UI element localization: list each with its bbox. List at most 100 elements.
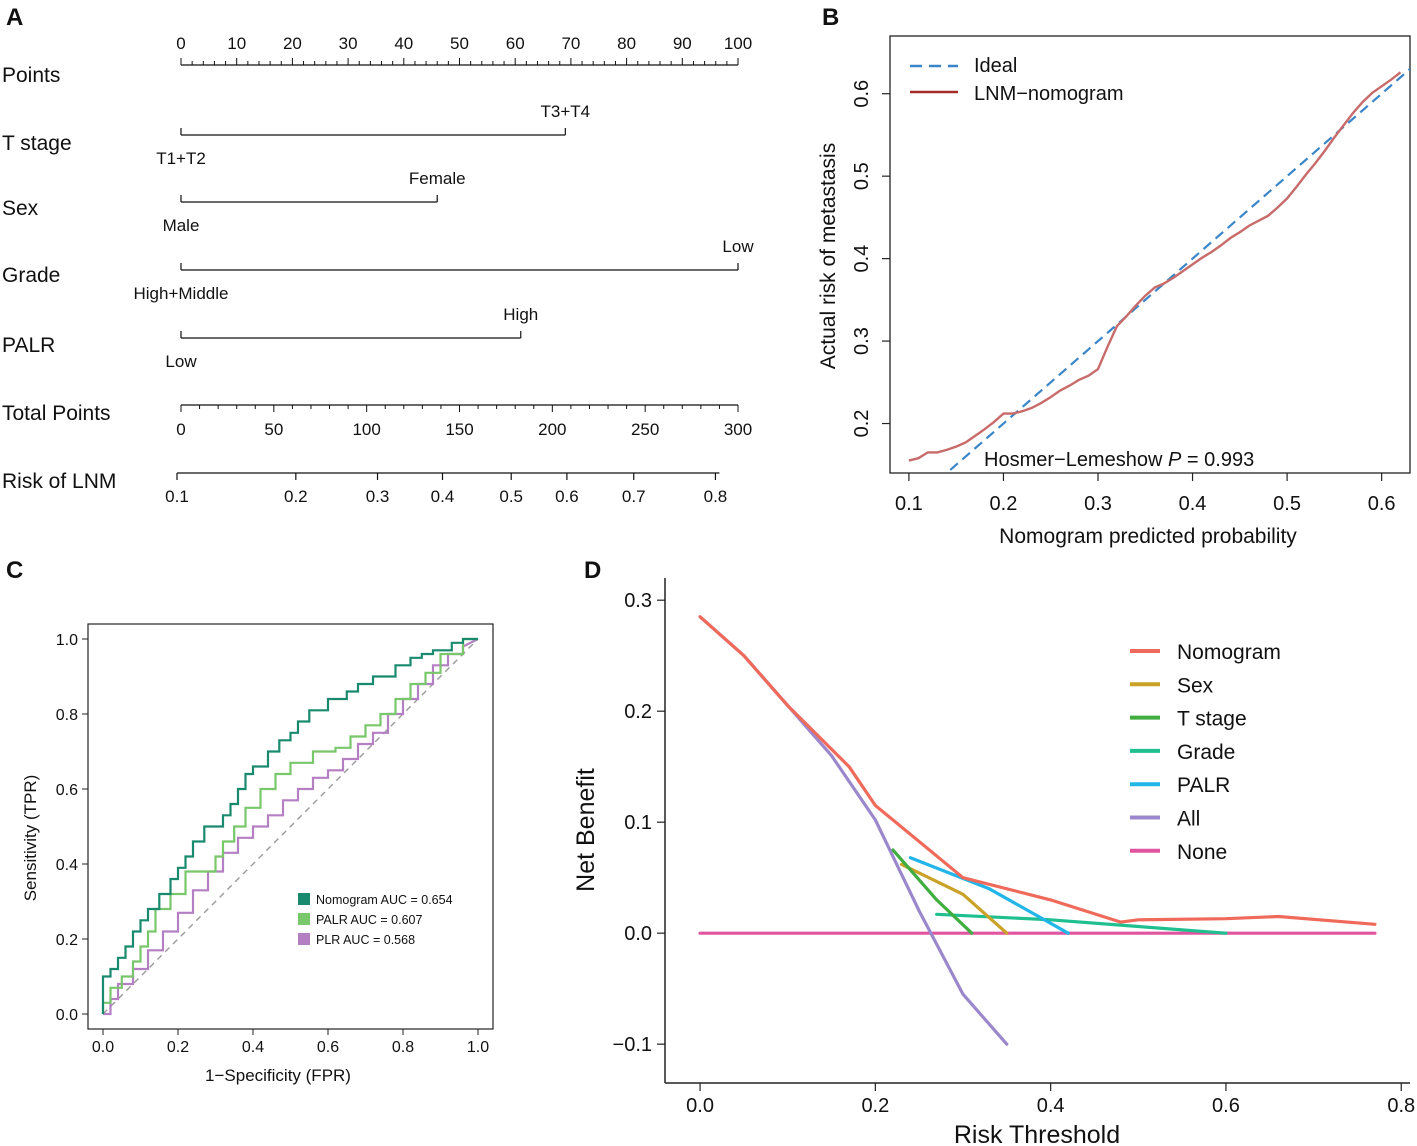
dca-legend-label-all: All — [1177, 808, 1200, 831]
total-points-axis: 0 50 100 150 200 250 300 — [176, 404, 752, 439]
roc-axes: 0.0 0.2 0.4 0.6 0.8 1.0 0.0 0.2 0.4 0.6 0.8 1.0 — [56, 632, 489, 1056]
calibration-panel: 0.1 0.2 0.3 0.4 0.5 0.6 0.2 0.3 0.4 0.5 0.6 Ideal … — [817, 35, 1411, 548]
panel-label-c: C — [6, 557, 23, 584]
t-stage-low-level-label: T1+T2 — [156, 149, 206, 168]
calibration-series-group — [908, 68, 1410, 473]
calibration-y-tick-label: 0.2 — [851, 410, 873, 438]
sex-high-level-label: Female — [409, 169, 466, 188]
grade-label: Grade — [2, 264, 60, 287]
risk-tick-label: 0.6 — [555, 487, 579, 506]
sex-low-level-label: Male — [163, 216, 200, 235]
dca-x-tick-label: 0.6 — [1212, 1095, 1240, 1117]
dca-legend-label-sex: Sex — [1177, 674, 1214, 697]
grade-high-level-label: Low — [722, 237, 754, 256]
risk-tick-label: 0.7 — [622, 487, 646, 506]
risk-of-lnm-label: Risk of LNM — [2, 470, 116, 493]
hl-p-value: 0.993 — [1204, 449, 1254, 471]
hl-p-symbol: P — [1168, 449, 1182, 471]
total-points-tick-label: 50 — [264, 420, 283, 439]
calibration-x-tick-label: 0.2 — [990, 493, 1018, 515]
legend-swatch-plr — [298, 933, 310, 945]
points-tick-label: 50 — [450, 34, 469, 53]
legend-label-ideal: Ideal — [974, 55, 1017, 77]
roc-x-tick-label: 0.8 — [392, 1039, 414, 1056]
total-points-tick-label: 300 — [724, 420, 752, 439]
calibration-plot-frame — [889, 35, 1411, 474]
dca-curve-palr — [908, 856, 1070, 935]
legend-label-nomogram-auc: Nomogram AUC = 0.654 — [316, 893, 453, 907]
dca-curve-grade — [935, 912, 1228, 935]
roc-y-tick-label: 0.8 — [56, 707, 78, 724]
risk-tick-label: 0.2 — [284, 487, 308, 506]
roc-plot-frame — [87, 623, 494, 1030]
t-stage-label: T stage — [2, 132, 72, 155]
total-points-tick-label: 0 — [176, 420, 185, 439]
roc-panel: 0.0 0.2 0.4 0.6 0.8 1.0 0.0 0.2 0.4 0.6 0.8 1.0 Nom… — [21, 623, 494, 1085]
calibration-legend: Ideal LNM−nomogram — [910, 55, 1124, 105]
total-points-label: Total Points — [2, 402, 111, 425]
dca-legend-label-nomogram: Nomogram — [1177, 641, 1281, 664]
calibration-y-tick-label: 0.3 — [851, 327, 873, 355]
total-points-tick-label: 100 — [352, 420, 380, 439]
dca-x-tick-label: 0.4 — [1037, 1095, 1065, 1117]
decision-curve-panel: 0.0 0.2 0.4 0.6 0.8 −0.1 0.0 0.1 0.2 0.3 Nomogram… — [572, 578, 1415, 1146]
dca-y-tick-label: 0.0 — [624, 923, 652, 945]
roc-x-tick-label: 0.6 — [317, 1039, 339, 1056]
risk-axis: 0.1 0.2 0.3 0.4 0.5 0.6 0.7 0.8 — [165, 472, 728, 506]
calibration-y-tick-label: 0.4 — [851, 245, 873, 273]
sex-label: Sex — [2, 197, 39, 220]
calibration-x-label: Nomogram predicted probability — [999, 525, 1297, 548]
calibration-axes: 0.1 0.2 0.3 0.4 0.5 0.6 0.2 0.3 0.4 0.5 0.6 — [851, 80, 1396, 515]
risk-tick-label: 0.1 — [165, 487, 189, 506]
risk-tick-label: 0.4 — [431, 487, 455, 506]
points-tick-label: 60 — [506, 34, 525, 53]
roc-y-tick-label: 1.0 — [56, 632, 78, 649]
hosmer-lemeshow-annotation: Hosmer−Lemeshow P = 0.993 — [984, 449, 1254, 471]
dca-x-tick-label: 0.2 — [861, 1095, 889, 1117]
roc-x-tick-label: 0.0 — [92, 1039, 114, 1056]
hl-equals: = — [1187, 449, 1199, 471]
points-tick-label: 40 — [394, 34, 413, 53]
panel-label-d: D — [584, 557, 601, 584]
palr-low-level-label: Low — [165, 352, 197, 371]
risk-tick-label: 0.5 — [499, 487, 523, 506]
dca-y-tick-label: 0.2 — [624, 701, 652, 723]
nomogram-panel: Points T stage Sex Grade PALR Total Poin… — [2, 34, 754, 506]
roc-chance-diagonal — [102, 638, 479, 1015]
risk-tick-label: 0.8 — [704, 487, 728, 506]
calibration-x-tick-label: 0.4 — [1179, 493, 1207, 515]
roc-x-tick-label: 0.4 — [242, 1039, 264, 1056]
dca-y-label: Net Benefit — [572, 768, 600, 892]
total-points-tick-label: 150 — [445, 420, 473, 439]
calibration-x-tick-label: 0.1 — [895, 493, 923, 515]
legend-swatch-nomogram — [298, 893, 310, 905]
points-tick-label: 100 — [724, 34, 752, 53]
dca-axes: 0.0 0.2 0.4 0.6 0.8 −0.1 0.0 0.1 0.2 0.3 — [613, 590, 1416, 1117]
roc-x-tick-label: 0.2 — [167, 1039, 189, 1056]
total-points-tick-label: 250 — [631, 420, 659, 439]
dca-legend-label-palr: PALR — [1177, 774, 1230, 797]
points-tick-label: 10 — [227, 34, 246, 53]
dca-curve-sex — [899, 862, 1009, 935]
variable-axes: T1+T2 T3+T4 Male Female High+Middle Low Low Hig… — [134, 102, 755, 371]
t-stage-high-level-label: T3+T4 — [541, 102, 591, 121]
points-label: Points — [2, 64, 60, 87]
palr-label: PALR — [2, 334, 55, 357]
dca-legend-label-none: None — [1177, 841, 1227, 864]
calibration-x-tick-label: 0.3 — [1084, 493, 1112, 515]
roc-y-tick-label: 0.2 — [56, 932, 78, 949]
roc-y-tick-label: 0.0 — [56, 1007, 78, 1024]
hl-prefix: Hosmer−Lemeshow — [984, 449, 1163, 471]
dca-curve-t-stage — [891, 848, 974, 935]
dca-y-tick-label: −0.1 — [613, 1034, 652, 1056]
calibration-x-tick-label: 0.6 — [1368, 493, 1396, 515]
dca-y-tick-label: 0.1 — [624, 812, 652, 834]
lnm-nomogram-line — [908, 71, 1402, 462]
points-tick-label: 90 — [673, 34, 692, 53]
calibration-x-tick-label: 0.5 — [1273, 493, 1301, 515]
points-tick-label: 30 — [339, 34, 358, 53]
points-tick-label: 20 — [283, 34, 302, 53]
dca-legend-label-t-stage: T stage — [1177, 708, 1247, 731]
calibration-lines — [908, 68, 1410, 473]
points-tick-label: 80 — [617, 34, 636, 53]
